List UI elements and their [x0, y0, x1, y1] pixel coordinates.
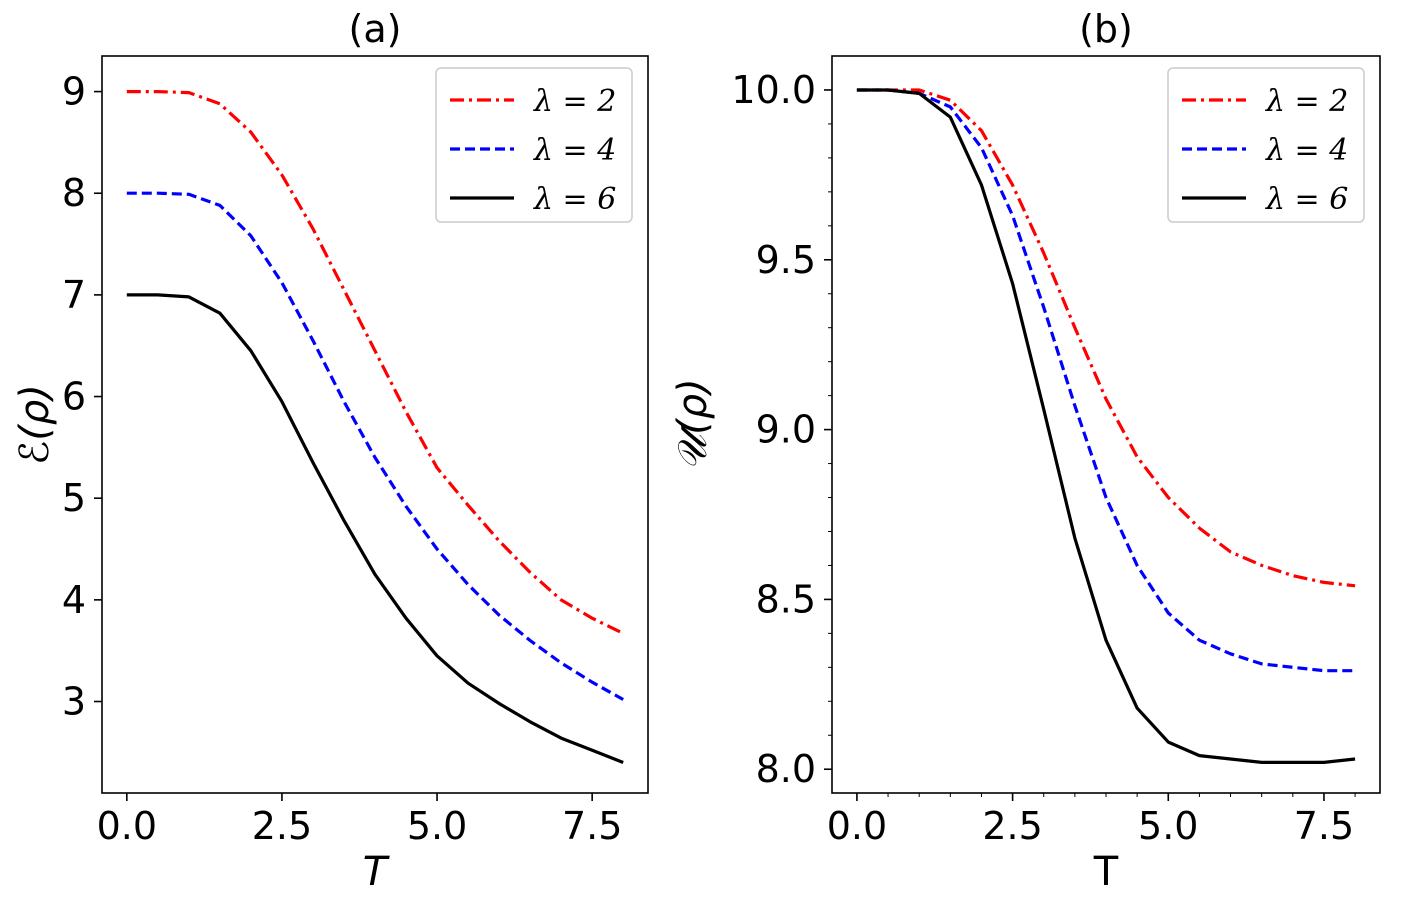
y-tick-label: 4	[62, 578, 86, 622]
series-line-1	[856, 88, 1356, 588]
chart-title: (a)	[349, 7, 402, 51]
legend-label-3: λ = 6	[533, 182, 616, 217]
legend-label-2: λ = 4	[1265, 133, 1348, 168]
y-tick-label: 9.5	[756, 238, 816, 282]
x-axis-label: T	[363, 849, 391, 895]
panel-b: (b) 0.0 2.5 5.0 7.5 8.0 8.5 9.0 9.5 10.0 T 𝒰(ρ) λ = …	[670, 7, 1381, 895]
legend-box	[1167, 67, 1365, 223]
y-tick-label: 9.0	[756, 408, 816, 452]
y-tick-label: 6	[62, 375, 86, 419]
x-tick-label: 5.0	[407, 804, 467, 848]
y-tick-label: 7	[62, 273, 86, 317]
y-axis-label: ℰ(ρ)	[12, 384, 58, 465]
x-tick-label: 7.5	[1294, 804, 1354, 848]
y-tick-label: 5	[62, 476, 86, 520]
legend-label-3: λ = 6	[1265, 182, 1348, 217]
legend-label-2: λ = 4	[533, 133, 616, 168]
x-tick-label: 0.0	[827, 804, 887, 848]
chart-title: (b)	[1079, 7, 1133, 51]
y-tick-label: 10.0	[731, 68, 816, 112]
x-tick-label: 5.0	[1138, 804, 1198, 848]
x-tick-label: 2.5	[252, 804, 312, 848]
series-line-1	[126, 90, 624, 635]
x-tick-label: 0.0	[97, 804, 157, 848]
legend: λ = 2 λ = 4 λ = 6	[435, 67, 633, 223]
legend: λ = 2 λ = 4 λ = 6	[1167, 67, 1365, 223]
y-tick-label: 3	[62, 680, 86, 724]
legend-box	[435, 67, 633, 223]
plot-frame	[101, 55, 649, 794]
y-tick-label: 8.5	[756, 577, 816, 621]
y-tick-label: 9	[62, 70, 86, 114]
y-axis-label: 𝒰(ρ)	[670, 378, 716, 471]
series-line-2	[126, 191, 624, 701]
series-line-3	[126, 293, 624, 764]
y-tick-label: 8.0	[756, 747, 816, 791]
series-line-2	[856, 88, 1356, 673]
x-tick-label: 2.5	[982, 804, 1042, 848]
legend-label-1: λ = 2	[533, 84, 616, 119]
y-tick-label: 8	[62, 171, 86, 215]
series-line-3	[856, 88, 1356, 764]
x-tick-label: 7.5	[562, 804, 622, 848]
legend-label-1: λ = 2	[1265, 84, 1348, 119]
x-axis-label: T	[1093, 849, 1119, 895]
